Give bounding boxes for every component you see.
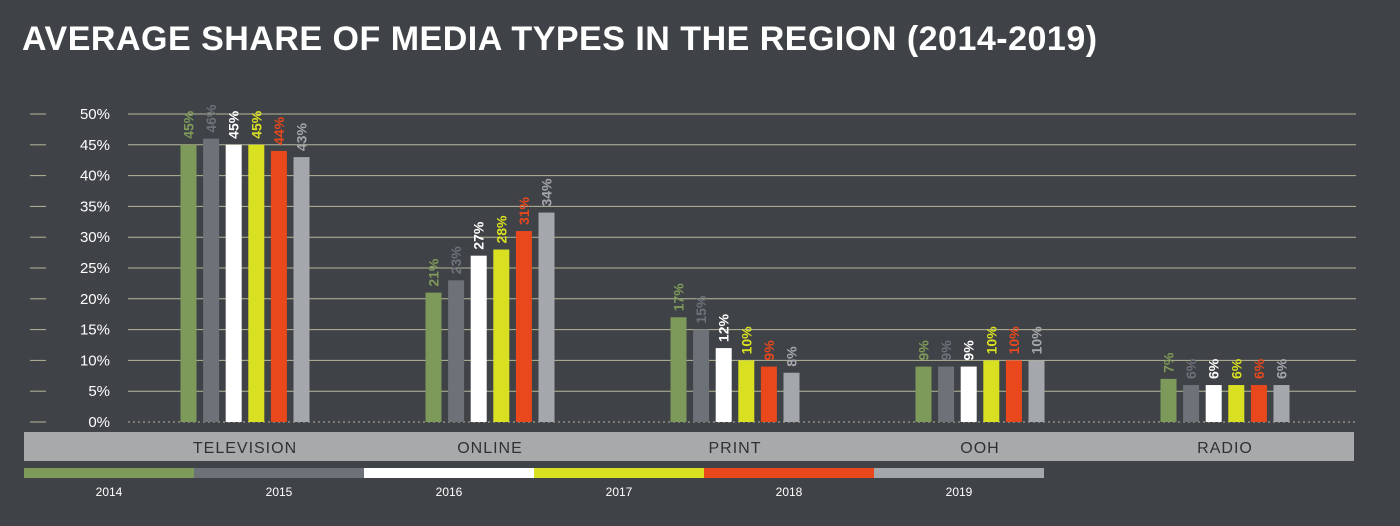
category-label: PRINT bbox=[709, 440, 762, 457]
legend-swatch bbox=[194, 468, 364, 478]
bar bbox=[293, 157, 310, 422]
bar bbox=[738, 360, 755, 422]
bar bbox=[1250, 385, 1267, 422]
legend-label: 2014 bbox=[96, 485, 123, 499]
bar bbox=[1028, 360, 1045, 422]
value-label: 45% bbox=[181, 110, 197, 139]
legend-swatch bbox=[704, 468, 874, 478]
value-label: 27% bbox=[471, 221, 487, 250]
value-label: 10% bbox=[983, 326, 999, 355]
bar bbox=[1183, 385, 1200, 422]
value-label: 17% bbox=[671, 283, 687, 312]
bar bbox=[715, 348, 732, 422]
legend-label: 2016 bbox=[436, 485, 463, 499]
legend-label: 2015 bbox=[266, 485, 293, 499]
bar bbox=[225, 144, 242, 423]
bar bbox=[1160, 378, 1177, 422]
y-tick-label: 40% bbox=[80, 168, 110, 185]
value-label: 46% bbox=[203, 104, 219, 133]
y-tick-label: 15% bbox=[80, 322, 110, 339]
bar bbox=[270, 150, 287, 422]
y-tick-label: 0% bbox=[88, 414, 110, 431]
bar bbox=[915, 366, 932, 422]
bar bbox=[983, 360, 1000, 422]
category-label: ONLINE bbox=[457, 440, 523, 457]
legend-swatch bbox=[874, 468, 1044, 478]
value-label: 12% bbox=[716, 314, 732, 343]
bar bbox=[1205, 385, 1222, 422]
category-band bbox=[24, 432, 1354, 461]
legend-label: 2018 bbox=[776, 485, 803, 499]
value-label: 9% bbox=[938, 340, 954, 361]
bar bbox=[470, 255, 487, 422]
bar bbox=[493, 249, 510, 422]
bar bbox=[248, 144, 265, 423]
y-tick-label: 30% bbox=[80, 229, 110, 246]
chart-title: AVERAGE SHARE OF MEDIA TYPES IN THE REGI… bbox=[22, 20, 1098, 58]
bar bbox=[783, 372, 800, 422]
bar bbox=[693, 329, 710, 422]
bar bbox=[515, 231, 532, 422]
value-label: 10% bbox=[1006, 326, 1022, 355]
value-label: 8% bbox=[784, 346, 800, 367]
bar bbox=[938, 366, 955, 422]
value-label: 23% bbox=[448, 246, 464, 275]
value-label: 9% bbox=[916, 340, 932, 361]
category-label: OOH bbox=[960, 440, 999, 457]
y-tick-label: 5% bbox=[88, 383, 110, 400]
value-label: 6% bbox=[1228, 358, 1244, 379]
category-label: TELEVISION bbox=[193, 440, 297, 457]
legend-label: 2017 bbox=[606, 485, 633, 499]
value-label: 9% bbox=[961, 340, 977, 361]
value-label: 6% bbox=[1206, 358, 1222, 379]
legend-swatch bbox=[24, 468, 194, 478]
y-tick-label: 45% bbox=[80, 137, 110, 154]
bar bbox=[425, 292, 442, 422]
value-label: 45% bbox=[248, 110, 264, 139]
bar bbox=[1228, 385, 1245, 422]
value-label: 9% bbox=[761, 340, 777, 361]
y-tick-label: 50% bbox=[80, 106, 110, 123]
y-tick-label: 25% bbox=[80, 260, 110, 277]
category-label: RADIO bbox=[1197, 440, 1253, 457]
value-label: 6% bbox=[1274, 358, 1290, 379]
value-label: 6% bbox=[1183, 358, 1199, 379]
value-label: 10% bbox=[1029, 326, 1045, 355]
value-label: 44% bbox=[271, 116, 287, 145]
value-label: 21% bbox=[426, 258, 442, 287]
value-label: 7% bbox=[1161, 352, 1177, 373]
value-label: 15% bbox=[693, 295, 709, 324]
value-label: 43% bbox=[294, 123, 310, 152]
bar bbox=[203, 138, 220, 422]
bar bbox=[538, 212, 555, 422]
value-label: 45% bbox=[226, 110, 242, 139]
bar bbox=[1273, 385, 1290, 422]
value-label: 28% bbox=[493, 215, 509, 244]
legend-label: 2019 bbox=[946, 485, 973, 499]
legend-swatch bbox=[364, 468, 534, 478]
bar bbox=[180, 144, 197, 423]
bar bbox=[1005, 360, 1022, 422]
y-tick-label: 10% bbox=[80, 352, 110, 369]
legend-swatch bbox=[534, 468, 704, 478]
bar bbox=[960, 366, 977, 422]
y-tick-label: 20% bbox=[80, 291, 110, 308]
value-label: 6% bbox=[1251, 358, 1267, 379]
bar bbox=[448, 280, 465, 422]
value-label: 34% bbox=[539, 178, 555, 207]
y-tick-label: 35% bbox=[80, 198, 110, 215]
value-label: 10% bbox=[738, 326, 754, 355]
bar bbox=[670, 317, 687, 422]
bar bbox=[760, 366, 777, 422]
value-label: 31% bbox=[516, 196, 532, 225]
